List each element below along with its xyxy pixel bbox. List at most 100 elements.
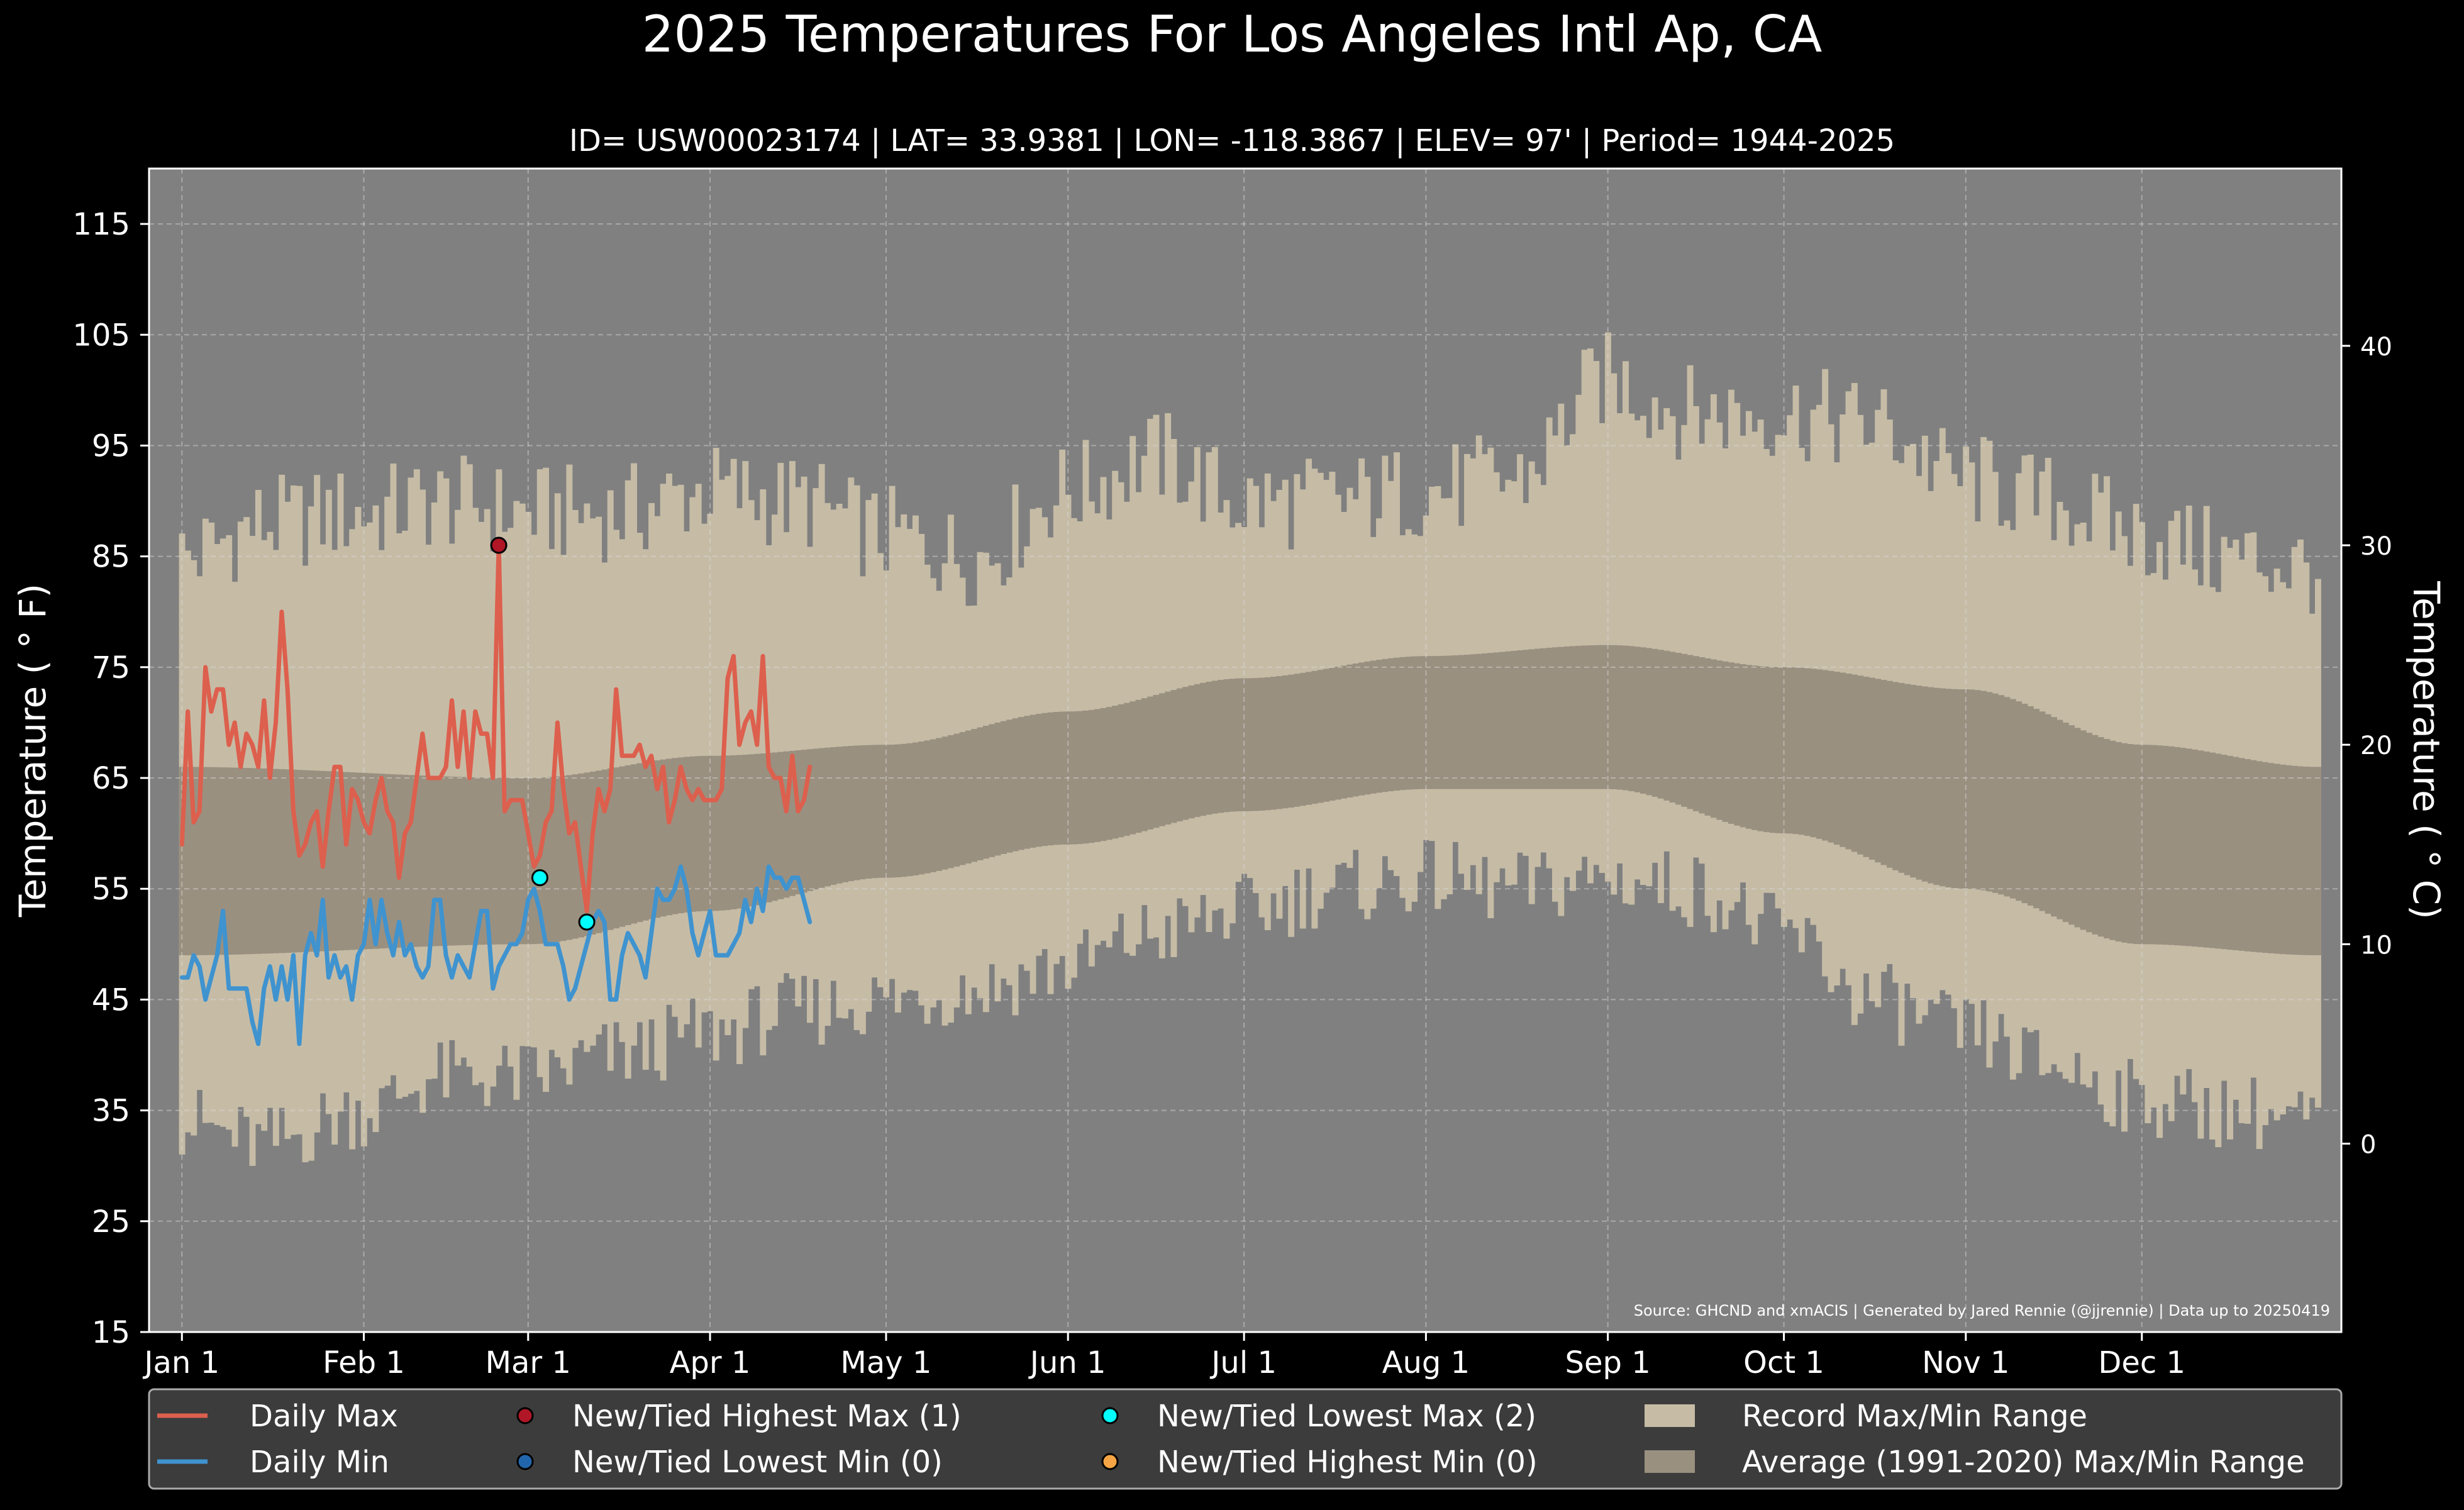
y-tick-label: 115	[72, 207, 130, 242]
average-range-bar	[2027, 706, 2034, 906]
average-range-bar	[1704, 658, 1711, 816]
average-range-bar	[865, 745, 872, 879]
average-range-bar	[801, 750, 807, 893]
average-range-bar	[1540, 648, 1547, 789]
average-range-bar	[355, 772, 362, 950]
average-range-bar	[1440, 655, 1447, 789]
average-range-bar	[390, 774, 397, 948]
average-range-bar	[1176, 688, 1183, 822]
average-range-bar	[1387, 658, 1394, 792]
record-range-bar	[1112, 470, 1119, 931]
average-range-bar	[1276, 676, 1283, 809]
average-range-bar	[372, 773, 379, 949]
average-range-bar	[284, 769, 291, 953]
average-range-bar	[889, 745, 896, 878]
average-range-bar	[1311, 670, 1318, 804]
average-range-bar	[2280, 764, 2286, 955]
average-range-bar	[965, 730, 972, 864]
average-range-bar	[2221, 755, 2228, 950]
y-tick-label: 105	[72, 318, 130, 353]
average-range-bar	[2185, 748, 2192, 947]
average-range-bar	[1223, 679, 1230, 813]
y2-tick-label: 30	[2360, 532, 2392, 561]
record-range-bar	[437, 471, 444, 1043]
record-range-bar	[496, 469, 502, 1066]
average-range-bar	[1657, 650, 1664, 799]
average-range-bar	[924, 740, 931, 874]
average-range-bar	[1000, 721, 1007, 855]
average-range-bar	[894, 744, 901, 877]
chart-title: 2025 Temperatures For Los Angeles Intl A…	[642, 5, 1823, 64]
average-range-bar	[994, 722, 1001, 856]
average-range-bar	[2180, 748, 2187, 946]
average-range-bar	[836, 747, 843, 884]
average-range-bar	[853, 745, 860, 880]
average-range-bar	[1528, 649, 1535, 789]
record-range-bar	[666, 474, 672, 1005]
legend-swatch-marker	[1101, 1453, 1119, 1470]
average-range-bar	[196, 767, 203, 955]
average-range-bar	[1546, 647, 1553, 789]
average-range-bar	[1616, 645, 1623, 790]
average-range-bar	[1787, 667, 1794, 834]
average-range-bar	[648, 761, 655, 919]
average-range-bar	[2273, 763, 2280, 954]
x-tick-label: Oct 1	[1743, 1345, 1824, 1380]
average-range-bar	[1475, 653, 1482, 789]
y2-tick-label: 0	[2360, 1130, 2376, 1159]
average-range-bar	[1106, 707, 1113, 840]
average-range-bar	[912, 742, 919, 875]
record-marker	[490, 536, 508, 554]
average-range-bar	[296, 770, 303, 953]
average-range-bar	[243, 768, 250, 955]
average-range-bar	[1968, 689, 1975, 889]
average-range-bar	[818, 748, 825, 888]
average-range-bar	[1206, 681, 1213, 815]
record-range-bar	[460, 455, 467, 1058]
average-range-bar	[1722, 661, 1729, 822]
average-range-bar	[2233, 757, 2239, 951]
average-range-bar	[2315, 767, 2321, 955]
average-range-bar	[1487, 653, 1494, 789]
average-range-bar	[2033, 709, 2040, 909]
average-range-bar	[2127, 744, 2134, 944]
average-range-bar	[1218, 680, 1224, 813]
average-range-bar	[1646, 648, 1653, 796]
average-range-bar	[302, 770, 309, 952]
average-range-bar	[1258, 677, 1265, 811]
average-range-bar	[1951, 689, 1958, 889]
record-range-bar	[889, 486, 896, 979]
average-range-bar	[1845, 674, 1852, 850]
average-range-bar	[660, 759, 667, 917]
average-range-bar	[824, 747, 831, 887]
average-range-bar	[748, 754, 755, 907]
average-range-bar	[1170, 690, 1177, 823]
average-range-bar	[519, 778, 526, 945]
average-range-bar	[883, 745, 890, 878]
record-range-bar	[1699, 443, 1706, 864]
average-range-bar	[2156, 745, 2163, 945]
average-range-bar	[1611, 645, 1618, 789]
average-range-bar	[736, 755, 743, 909]
average-range-bar	[1763, 666, 1770, 833]
record-range-bar	[1575, 394, 1582, 871]
x-tick-label: May 1	[840, 1345, 931, 1380]
average-range-bar	[378, 774, 385, 949]
average-range-bar	[1288, 674, 1295, 808]
average-range-bar	[1575, 645, 1582, 789]
average-range-bar	[2080, 730, 2087, 930]
average-range-bar	[1370, 660, 1377, 794]
average-range-bar	[1963, 689, 1970, 889]
average-range-bar	[1863, 676, 1870, 857]
average-range-bar	[742, 754, 749, 908]
average-range-bar	[1775, 667, 1782, 833]
average-range-bar	[982, 725, 989, 859]
average-range-bar	[918, 741, 925, 875]
record-range-bar	[871, 493, 878, 978]
record-range-bar	[1194, 447, 1201, 918]
average-range-bar	[2250, 760, 2257, 952]
average-range-bar	[566, 775, 573, 940]
average-range-bar	[1892, 682, 1899, 870]
average-range-bar	[231, 767, 238, 955]
legend-items: Daily Max Daily Min New/Tied Highest Max (…	[157, 1399, 2305, 1480]
